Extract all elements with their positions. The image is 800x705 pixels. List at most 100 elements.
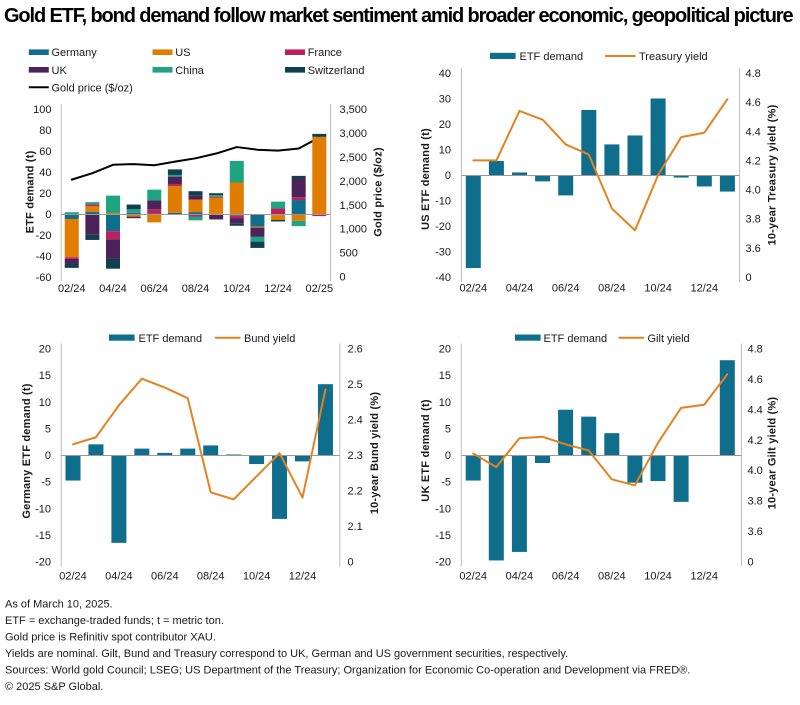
svg-text:40: 40 [39,167,51,179]
svg-text:3,500: 3,500 [340,104,368,116]
svg-text:10/24: 10/24 [644,571,672,583]
svg-text:02/24: 02/24 [459,571,487,583]
svg-text:US: US [175,47,190,59]
svg-text:-40: -40 [435,272,451,284]
svg-text:08/24: 08/24 [598,283,626,295]
svg-text:Treasury yield: Treasury yield [639,51,708,63]
svg-text:3.8: 3.8 [748,496,763,508]
svg-text:4.8: 4.8 [746,68,761,80]
svg-text:2,500: 2,500 [340,152,368,164]
svg-text:10: 10 [439,145,451,157]
svg-text:-10: -10 [35,503,51,515]
svg-text:Gold ETF, bond demand follow m: Gold ETF, bond demand follow market sent… [4,5,793,27]
svg-text:06/24: 06/24 [151,571,179,583]
svg-text:60: 60 [39,146,51,158]
svg-text:4.2: 4.2 [748,435,763,447]
svg-text:4.4: 4.4 [748,404,763,416]
svg-text:Gold price is Refinitiv spot c: Gold price is Refinitiv spot contributor… [5,632,216,644]
svg-text:-20: -20 [435,557,451,569]
svg-text:12/24: 12/24 [690,571,718,583]
svg-text:3.6: 3.6 [746,243,761,255]
svg-text:Bund yield: Bund yield [244,333,295,345]
svg-text:5: 5 [445,423,451,435]
svg-text:2.2: 2.2 [348,486,363,498]
svg-text:France: France [308,47,342,59]
svg-text:500: 500 [340,248,358,260]
svg-text:3.8: 3.8 [746,214,761,226]
svg-text:2.1: 2.1 [348,521,363,533]
svg-text:40: 40 [439,68,451,80]
svg-text:ETF demand: ETF demand [139,333,203,345]
svg-text:0: 0 [748,557,754,569]
svg-text:1,000: 1,000 [340,224,368,236]
svg-text:06/24: 06/24 [552,283,580,295]
svg-text:Gold price ($/oz): Gold price ($/oz) [372,147,384,237]
svg-text:Gilt yield: Gilt yield [648,333,690,345]
svg-text:0: 0 [746,272,752,284]
svg-text:-5: -5 [41,477,51,489]
svg-text:4.6: 4.6 [746,97,761,109]
svg-text:5: 5 [45,423,51,435]
svg-text:08/24: 08/24 [598,571,626,583]
svg-text:2.3: 2.3 [348,450,363,462]
svg-text:10: 10 [439,397,451,409]
svg-text:04/24: 04/24 [105,571,133,583]
svg-text:ETF demand: ETF demand [544,333,608,345]
svg-text:15: 15 [439,370,451,382]
svg-text:Germany: Germany [52,47,98,59]
svg-text:0: 0 [348,557,354,569]
svg-text:4.0: 4.0 [746,185,761,197]
svg-text:China: China [175,65,205,77]
svg-text:4.8: 4.8 [748,344,763,356]
svg-text:06/24: 06/24 [141,283,169,295]
svg-text:As of March 10, 2025.: As of March 10, 2025. [5,599,113,611]
svg-text:100: 100 [33,104,51,116]
svg-text:-15: -15 [35,530,51,542]
svg-text:02/24: 02/24 [58,283,86,295]
svg-text:80: 80 [39,125,51,137]
svg-text:02/24: 02/24 [460,283,488,295]
svg-text:0: 0 [45,450,51,462]
svg-text:20: 20 [39,344,51,356]
svg-text:2,000: 2,000 [340,176,368,188]
svg-text:© 2025 S&P Global.: © 2025 S&P Global. [5,681,103,693]
svg-text:0: 0 [340,272,346,284]
svg-text:04/24: 04/24 [99,283,127,295]
svg-text:3,000: 3,000 [340,128,368,140]
svg-text:08/24: 08/24 [182,283,210,295]
svg-text:2.6: 2.6 [348,344,363,356]
svg-text:4.0: 4.0 [748,465,763,477]
svg-text:1,500: 1,500 [340,200,368,212]
svg-text:Yields are nominal. Gilt, Bund: Yields are nominal. Gilt, Bund and Treas… [5,648,568,660]
svg-text:Sources: World gold Council; L: Sources: World gold Council; LSEG; US De… [5,665,690,677]
svg-text:10-year Bund yield (%): 10-year Bund yield (%) [369,392,381,515]
svg-text:Germany ETF demand (t): Germany ETF demand (t) [21,383,33,518]
svg-text:2.5: 2.5 [348,379,363,391]
svg-text:20: 20 [439,344,451,356]
svg-text:3.6: 3.6 [748,526,763,538]
svg-text:15: 15 [39,370,51,382]
svg-text:10/24: 10/24 [644,283,672,295]
svg-text:-10: -10 [435,503,451,515]
svg-text:-20: -20 [435,221,451,233]
svg-text:10/24: 10/24 [243,571,271,583]
svg-text:04/24: 04/24 [506,571,534,583]
svg-text:-10: -10 [435,196,451,208]
svg-text:UK ETF demand (t): UK ETF demand (t) [420,399,432,502]
svg-text:12/24: 12/24 [289,571,317,583]
svg-text:Switzerland: Switzerland [308,65,365,77]
svg-text:-30: -30 [435,247,451,259]
svg-text:12/24: 12/24 [264,283,292,295]
svg-text:04/24: 04/24 [506,283,534,295]
svg-text:02/24: 02/24 [59,571,87,583]
svg-text:0: 0 [445,450,451,462]
svg-text:10: 10 [39,397,51,409]
svg-text:Gold price ($/oz): Gold price ($/oz) [52,82,133,94]
svg-text:UK: UK [52,65,68,77]
svg-text:4.4: 4.4 [746,126,761,138]
svg-text:-20: -20 [36,230,52,242]
svg-text:0: 0 [45,209,51,221]
svg-text:-20: -20 [35,557,51,569]
svg-text:02/25: 02/25 [306,283,334,295]
svg-text:0: 0 [445,170,451,182]
